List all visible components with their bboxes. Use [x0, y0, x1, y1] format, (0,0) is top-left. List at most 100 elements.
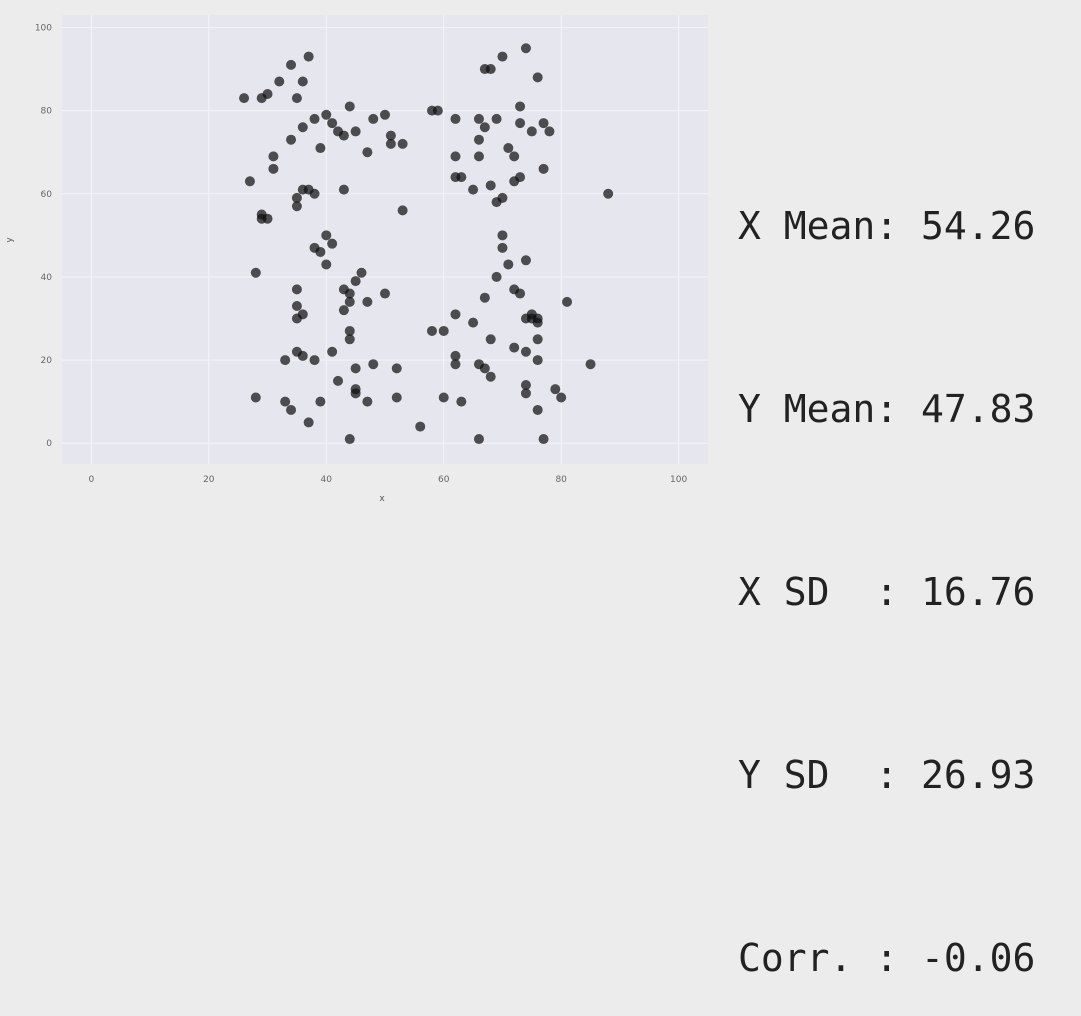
data-point [385, 138, 396, 149]
data-point [362, 147, 373, 158]
data-point [303, 417, 314, 428]
data-point [468, 184, 479, 195]
data-point [456, 172, 467, 183]
data-point [491, 113, 502, 124]
data-point [327, 118, 338, 129]
data-point [415, 421, 426, 432]
data-point [468, 317, 479, 328]
data-point [244, 176, 255, 187]
x-tick-label: 20 [203, 475, 215, 485]
stats-panel: X Mean: 54.26 Y Mean: 47.83 X SD : 16.76… [738, 74, 1035, 1016]
data-point [280, 396, 291, 407]
stat-corr: Corr. : -0.06 [738, 936, 1036, 980]
data-point [432, 105, 443, 116]
data-point [356, 267, 367, 278]
data-point [497, 192, 508, 203]
data-point [327, 346, 338, 357]
data-point [485, 334, 496, 345]
data-point [450, 309, 461, 320]
data-point [391, 392, 402, 403]
stat-x-sd: X SD : 16.76 [738, 570, 1036, 614]
data-point [532, 334, 543, 345]
data-point [250, 392, 261, 403]
data-point [380, 109, 390, 120]
y-tick-label: 0 [46, 439, 52, 449]
data-point [291, 301, 302, 312]
data-point [509, 342, 520, 353]
data-point [438, 392, 449, 403]
data-point [520, 255, 531, 266]
data-point [526, 126, 537, 137]
y-tick-label: 80 [41, 107, 53, 117]
data-point [309, 188, 320, 199]
data-point [333, 375, 344, 386]
data-point [485, 64, 496, 75]
data-point [321, 230, 332, 241]
data-point [268, 163, 279, 174]
data-point [556, 392, 567, 403]
data-point [309, 113, 320, 124]
y-tick-label: 20 [41, 356, 53, 366]
data-point [291, 201, 302, 212]
data-point [450, 350, 461, 361]
data-point [397, 205, 408, 216]
data-point [397, 138, 408, 149]
data-point [362, 296, 373, 307]
data-point [338, 184, 349, 195]
data-point [262, 88, 273, 99]
scatter-chart: 0 20 40 60 80 100 0 20 40 60 80 100 x y [5, 15, 708, 504]
data-point [280, 355, 291, 366]
data-point [603, 188, 614, 199]
data-point [291, 192, 302, 203]
data-point [286, 134, 297, 145]
data-point [368, 113, 379, 124]
data-point [309, 355, 320, 366]
data-point [562, 296, 573, 307]
data-point [450, 151, 461, 162]
data-point [350, 388, 361, 399]
tick-layer: 0 20 40 60 80 100 0 20 40 60 80 100 [35, 23, 688, 485]
x-tick-label: 80 [555, 475, 567, 485]
data-point [515, 101, 526, 112]
y-tick-label: 60 [41, 190, 53, 200]
data-point [538, 163, 549, 174]
data-point [344, 434, 355, 445]
data-point [344, 296, 355, 307]
data-point [350, 126, 361, 137]
data-point [532, 72, 543, 83]
stat-y-sd: Y SD : 26.93 [738, 753, 1036, 797]
data-point [473, 134, 484, 145]
data-point [426, 325, 437, 336]
data-point [368, 359, 379, 370]
data-point [291, 93, 302, 104]
data-point [497, 242, 508, 253]
data-point [497, 230, 508, 241]
data-point [239, 93, 250, 104]
data-point [532, 404, 543, 415]
data-point [262, 213, 273, 224]
data-point [503, 143, 514, 154]
stat-y-mean: Y Mean: 47.83 [738, 387, 1036, 431]
data-point [509, 176, 520, 187]
stat-x-mean: X Mean: 54.26 [738, 204, 1036, 248]
data-point [344, 334, 355, 345]
data-point [503, 259, 514, 270]
data-point [385, 130, 396, 141]
plot-area [62, 15, 708, 464]
data-point [515, 118, 526, 129]
data-point [538, 434, 549, 445]
data-point [485, 180, 496, 191]
x-axis-label: x [379, 494, 385, 504]
data-point [321, 259, 332, 270]
y-tick-label: 40 [41, 273, 53, 283]
data-point [344, 288, 355, 299]
data-point [303, 51, 314, 62]
data-point [380, 288, 390, 299]
x-tick-label: 100 [670, 475, 687, 485]
data-point [479, 292, 490, 303]
data-point [315, 246, 326, 257]
data-point [520, 43, 531, 54]
data-point [286, 404, 297, 415]
data-point [350, 276, 361, 287]
data-point [297, 309, 308, 320]
